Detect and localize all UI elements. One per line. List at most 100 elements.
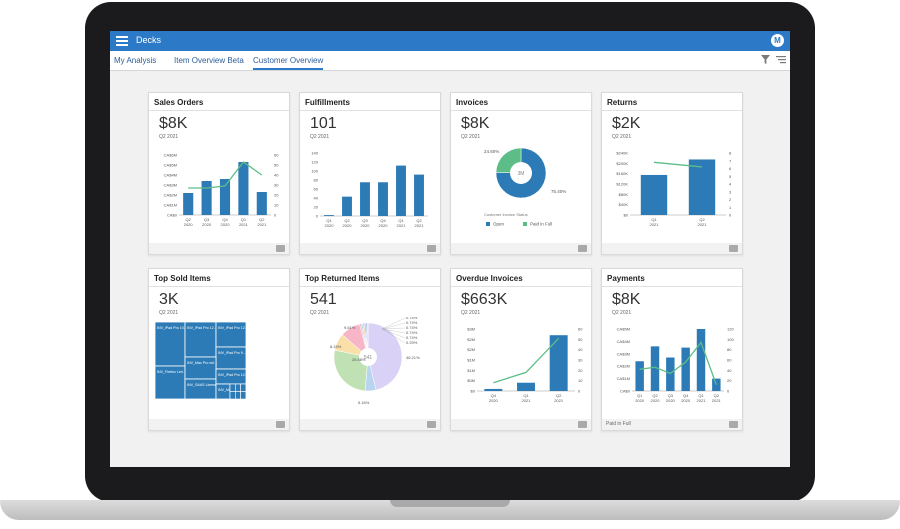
pie-slice (367, 322, 403, 391)
card-returns[interactable]: Returns $2K Q2 2021 $240K $200K $160K $120K… (601, 92, 743, 255)
treemap-cell-small (229, 383, 236, 392)
treemap-cell (215, 321, 247, 348)
bar (696, 329, 706, 391)
card-top-returned-items[interactable]: Top Returned Items 541 Q2 2021 541 46.21%… (299, 268, 441, 431)
y2-tick-label: 120 (727, 327, 734, 332)
list-settings-icon[interactable] (776, 56, 786, 64)
card-footer (300, 419, 440, 430)
treemap-cell (184, 378, 217, 400)
leader-line (381, 327, 406, 330)
card-payments[interactable]: Payments $8K Q2 2021 CA$5M CA$4M CA$3M CA$2… (601, 268, 743, 431)
y2-tick-label: 1 (729, 205, 732, 210)
y-tick-label: 40 (314, 196, 319, 201)
y2-tick-label: 30 (578, 358, 583, 363)
y2-tick-label: 60 (727, 358, 732, 363)
bar (378, 182, 388, 216)
y-tick-label: 100 (311, 169, 318, 174)
y-tick-label: $240K (616, 151, 628, 156)
y2-tick-label: 40 (274, 173, 279, 178)
kpi-period: Q2 2021 (159, 310, 179, 316)
treemap-cell-label: INV_iPad Pro 9.… (218, 351, 248, 355)
y2-tick-label: 7 (729, 158, 732, 163)
bar (681, 347, 690, 391)
tab-customer-overview[interactable]: Customer Overview (253, 56, 324, 70)
y2-tick-label: 6 (729, 166, 732, 171)
card-fulfillments[interactable]: Fulfillments 101 Q2 2021 140 120 100 80 60 40… (299, 92, 441, 255)
slice-label: 46.21% (406, 355, 420, 360)
filter-icon[interactable] (761, 55, 770, 64)
treemap-cell (154, 321, 186, 367)
legend-swatch (523, 222, 527, 226)
bar (342, 196, 352, 216)
treemap-cell-small (240, 391, 247, 400)
kpi-value: 541 (310, 291, 337, 308)
y2-tick-label: 10 (274, 203, 279, 208)
bar (688, 159, 716, 215)
card-footer (149, 419, 289, 430)
comment-icon[interactable] (276, 421, 285, 428)
card-title: Top Sold Items (149, 269, 289, 287)
slice-label: 5.16% (358, 400, 370, 405)
y2-tick-label: 20 (274, 193, 279, 198)
treemap-cell-small (240, 383, 247, 392)
slice-label: 75.40% (551, 189, 566, 194)
pie-slice (333, 349, 369, 392)
y2-tick-label: 0 (727, 389, 730, 394)
avatar[interactable]: M (771, 34, 784, 47)
treemap-cell-label: INV_Firefox Len… (157, 370, 187, 374)
x-tick-label: Q2 2020 (343, 218, 353, 228)
y-tick-label: CA$2M (617, 364, 630, 369)
series-line (188, 161, 263, 189)
slice-label: 9.61% (344, 325, 356, 330)
y-tick-label: CA$3M (617, 351, 630, 356)
card-top-sold-items[interactable]: Top Sold Items 3K Q2 2021 INV_iPad Pro 1… (148, 268, 290, 431)
kpi-period: Q2 2021 (461, 134, 481, 140)
y2-tick-label: 80 (727, 347, 732, 352)
bar (256, 192, 267, 215)
bar (414, 174, 424, 216)
comment-icon[interactable] (427, 245, 436, 252)
pie-center-label: 541 (364, 355, 373, 361)
leader-line (381, 322, 406, 330)
comment-icon[interactable] (427, 421, 436, 428)
legend-caption: Customer Invoice Status (484, 212, 528, 217)
x-tick-label: Q4 2020 (681, 393, 691, 403)
tab-item-overview-beta[interactable]: Item Overview Beta (174, 56, 244, 65)
y-tick-label: $0 (471, 389, 476, 394)
kpi-value: $8K (612, 291, 641, 308)
y-tick-label: $1M (467, 358, 475, 363)
card-footer (451, 243, 591, 254)
y-tick-label: 20 (314, 205, 319, 210)
y-tick-label: CA$6M (164, 153, 177, 158)
bar (517, 382, 535, 391)
y-tick-label: CA$0 (620, 389, 631, 394)
comment-icon[interactable] (729, 421, 738, 428)
x-tick-label: Q1 2020 (635, 393, 645, 403)
y-tick-label: $2M (467, 337, 475, 342)
y2-tick-label: 10 (578, 378, 583, 383)
tab-my-analysis[interactable]: My Analysis (114, 56, 157, 65)
x-tick-label: Q3 2020 (361, 218, 371, 228)
bar (712, 378, 721, 391)
card-overdue-invoices[interactable]: Overdue Invoices $663K Q2 2021 $3M $2M $2M… (450, 268, 592, 431)
x-tick-label: Q1 2021 (239, 217, 249, 227)
card-title: Payments (602, 269, 742, 287)
comment-icon[interactable] (578, 245, 587, 252)
comment-icon[interactable] (578, 421, 587, 428)
x-tick-label: Q3 2020 (666, 393, 676, 403)
y2-tick-label: 20 (578, 368, 583, 373)
y2-tick-label: 20 (727, 378, 732, 383)
y2-tick-label: 5 (729, 174, 732, 179)
laptop-base (0, 500, 900, 520)
comment-icon[interactable] (276, 245, 285, 252)
y-tick-label: CA$1M (164, 203, 177, 208)
y-tick-label: CA$4M (617, 339, 630, 344)
y-tick-label: $40K (619, 202, 629, 207)
kpi-period: Q2 2021 (310, 310, 330, 316)
card-invoices[interactable]: Invoices $8K Q2 2021 3M 75.40% 24.60% Custo… (450, 92, 592, 255)
y-tick-label: 0 (316, 214, 319, 219)
card-sales-orders[interactable]: Sales Orders $8K Q2 2021 CA$6M CA$5M CA$4M… (148, 92, 290, 255)
menu-icon[interactable] (116, 36, 128, 46)
comment-icon[interactable] (729, 245, 738, 252)
payments-chart: CA$5M CA$4M CA$3M CA$2M CA$1M CA$0 120 100 80 60 4… (617, 327, 735, 404)
